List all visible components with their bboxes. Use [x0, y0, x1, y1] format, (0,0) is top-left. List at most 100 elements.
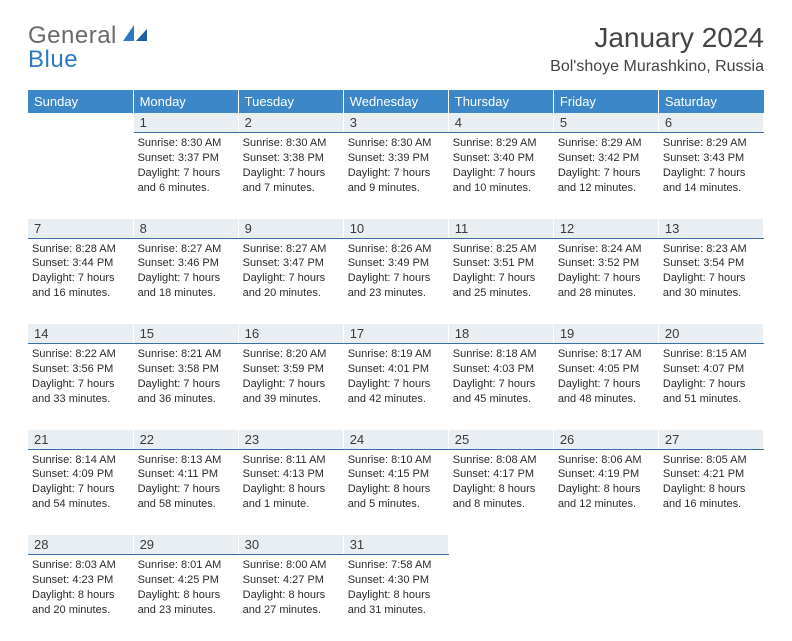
day-cell-line: Sunset: 4:11 PM [138, 467, 234, 482]
day-cell: Sunrise: 8:05 AMSunset: 4:21 PMDaylight:… [658, 449, 763, 535]
day-cell-line: Daylight: 8 hours [138, 588, 234, 603]
day-cell-line: Sunrise: 8:08 AM [453, 453, 549, 468]
day-number: 1 [133, 113, 238, 133]
day-cell-text: Sunrise: 8:18 AMSunset: 4:03 PMDaylight:… [453, 344, 549, 406]
day-number: 30 [238, 535, 343, 555]
day-cell-line: Sunrise: 8:22 AM [32, 347, 129, 362]
day-number-row: 21222324252627 [28, 430, 764, 450]
day-cell-line: and 25 minutes. [453, 286, 549, 301]
day-cell-line: Sunset: 4:07 PM [663, 362, 759, 377]
day-cell: Sunrise: 8:00 AMSunset: 4:27 PMDaylight:… [238, 555, 343, 641]
day-number: 23 [238, 430, 343, 450]
day-cell-line: Sunrise: 8:29 AM [453, 136, 549, 151]
day-number: 25 [448, 430, 553, 450]
day-cell: Sunrise: 8:25 AMSunset: 3:51 PMDaylight:… [448, 238, 553, 324]
day-cell [658, 555, 763, 641]
day-cell-text: Sunrise: 8:29 AMSunset: 3:42 PMDaylight:… [558, 133, 654, 195]
day-number: 12 [553, 219, 658, 239]
day-cell-line: Daylight: 7 hours [32, 377, 129, 392]
logo-blue: Blue [28, 46, 149, 74]
day-cell-line: Sunrise: 8:29 AM [663, 136, 759, 151]
day-number: 13 [658, 219, 763, 239]
day-cell-text: Sunrise: 8:06 AMSunset: 4:19 PMDaylight:… [558, 450, 654, 512]
day-cell-line: Sunrise: 7:58 AM [348, 558, 444, 573]
day-cell-line: and 28 minutes. [558, 286, 654, 301]
day-cell-line: Sunset: 3:43 PM [663, 151, 759, 166]
day-cell-line: Sunrise: 8:00 AM [243, 558, 339, 573]
day-cell-text: Sunrise: 8:15 AMSunset: 4:07 PMDaylight:… [663, 344, 759, 406]
day-cell-line: Sunset: 3:58 PM [138, 362, 234, 377]
day-cell-line: Sunset: 4:05 PM [558, 362, 654, 377]
day-cell: Sunrise: 8:22 AMSunset: 3:56 PMDaylight:… [28, 344, 133, 430]
page-title: January 2024 [550, 22, 764, 54]
col-thursday: Thursday [448, 90, 553, 113]
day-number: 4 [448, 113, 553, 133]
day-cell-text: Sunrise: 8:29 AMSunset: 3:40 PMDaylight:… [453, 133, 549, 195]
col-friday: Friday [553, 90, 658, 113]
day-cell-line: Daylight: 7 hours [138, 377, 234, 392]
calendar-table: Sunday Monday Tuesday Wednesday Thursday… [28, 90, 764, 641]
day-cell-text: Sunrise: 8:27 AMSunset: 3:47 PMDaylight:… [243, 239, 339, 301]
day-cell-line: Sunset: 3:40 PM [453, 151, 549, 166]
day-cell-line: Daylight: 8 hours [558, 482, 654, 497]
day-cell-line: Sunset: 3:56 PM [32, 362, 129, 377]
day-cell-line: Sunset: 3:39 PM [348, 151, 444, 166]
day-cell: Sunrise: 8:29 AMSunset: 3:43 PMDaylight:… [658, 133, 763, 219]
calendar-page: General Blue January 2024 Bol'shoye Mura… [0, 0, 792, 641]
day-number-row: 78910111213 [28, 219, 764, 239]
day-cell-line: and 39 minutes. [243, 392, 339, 407]
day-number-row: 123456 [28, 113, 764, 133]
col-sunday: Sunday [28, 90, 133, 113]
day-cell-line: Daylight: 8 hours [348, 588, 444, 603]
day-cell: Sunrise: 8:17 AMSunset: 4:05 PMDaylight:… [553, 344, 658, 430]
day-cell-line: Sunrise: 8:30 AM [348, 136, 444, 151]
day-cell-line: Sunrise: 8:23 AM [663, 242, 759, 257]
day-number: 5 [553, 113, 658, 133]
day-cell-line: Sunset: 3:47 PM [243, 256, 339, 271]
day-cell-line: Sunset: 4:19 PM [558, 467, 654, 482]
day-cell-line: Sunrise: 8:28 AM [32, 242, 129, 257]
day-cell-line: and 16 minutes. [663, 497, 759, 512]
day-cell: Sunrise: 8:27 AMSunset: 3:46 PMDaylight:… [133, 238, 238, 324]
day-cell-line: Daylight: 7 hours [453, 377, 549, 392]
day-number: 10 [343, 219, 448, 239]
day-cell-line: Sunset: 3:59 PM [243, 362, 339, 377]
day-number: 27 [658, 430, 763, 450]
day-content-row: Sunrise: 8:22 AMSunset: 3:56 PMDaylight:… [28, 344, 764, 430]
day-cell-line: and 42 minutes. [348, 392, 444, 407]
col-saturday: Saturday [658, 90, 763, 113]
day-cell-line: Sunrise: 8:11 AM [243, 453, 339, 468]
day-cell-line: and 9 minutes. [348, 181, 444, 196]
day-cell-line: Daylight: 7 hours [558, 377, 654, 392]
day-cell-line: Daylight: 8 hours [32, 588, 129, 603]
day-cell-line: Daylight: 7 hours [348, 377, 444, 392]
day-cell-line: and 20 minutes. [32, 603, 129, 618]
day-number: 28 [28, 535, 133, 555]
day-cell-line: Sunrise: 8:24 AM [558, 242, 654, 257]
day-cell-line: Sunrise: 8:21 AM [138, 347, 234, 362]
page-subtitle: Bol'shoye Murashkino, Russia [550, 58, 764, 76]
day-number: 24 [343, 430, 448, 450]
day-cell: Sunrise: 8:24 AMSunset: 3:52 PMDaylight:… [553, 238, 658, 324]
col-tuesday: Tuesday [238, 90, 343, 113]
day-cell-line: and 31 minutes. [348, 603, 444, 618]
day-number: 15 [133, 324, 238, 344]
day-cell-line: Daylight: 7 hours [558, 271, 654, 286]
day-cell-line: Sunset: 3:46 PM [138, 256, 234, 271]
day-cell-line: Sunrise: 8:10 AM [348, 453, 444, 468]
day-cell-line: Sunset: 3:38 PM [243, 151, 339, 166]
day-cell-line: Sunset: 3:52 PM [558, 256, 654, 271]
day-cell-text: Sunrise: 8:14 AMSunset: 4:09 PMDaylight:… [32, 450, 129, 512]
day-cell: Sunrise: 8:21 AMSunset: 3:58 PMDaylight:… [133, 344, 238, 430]
day-cell-line: Daylight: 8 hours [663, 482, 759, 497]
day-cell-text: Sunrise: 8:26 AMSunset: 3:49 PMDaylight:… [348, 239, 444, 301]
day-cell: Sunrise: 8:30 AMSunset: 3:37 PMDaylight:… [133, 133, 238, 219]
day-cell-text: Sunrise: 8:13 AMSunset: 4:11 PMDaylight:… [138, 450, 234, 512]
day-number: 11 [448, 219, 553, 239]
day-cell-line: Daylight: 7 hours [453, 271, 549, 286]
day-cell-line: and 58 minutes. [138, 497, 234, 512]
day-number: 16 [238, 324, 343, 344]
day-cell [28, 133, 133, 219]
day-number: 19 [553, 324, 658, 344]
day-cell-text: Sunrise: 8:21 AMSunset: 3:58 PMDaylight:… [138, 344, 234, 406]
